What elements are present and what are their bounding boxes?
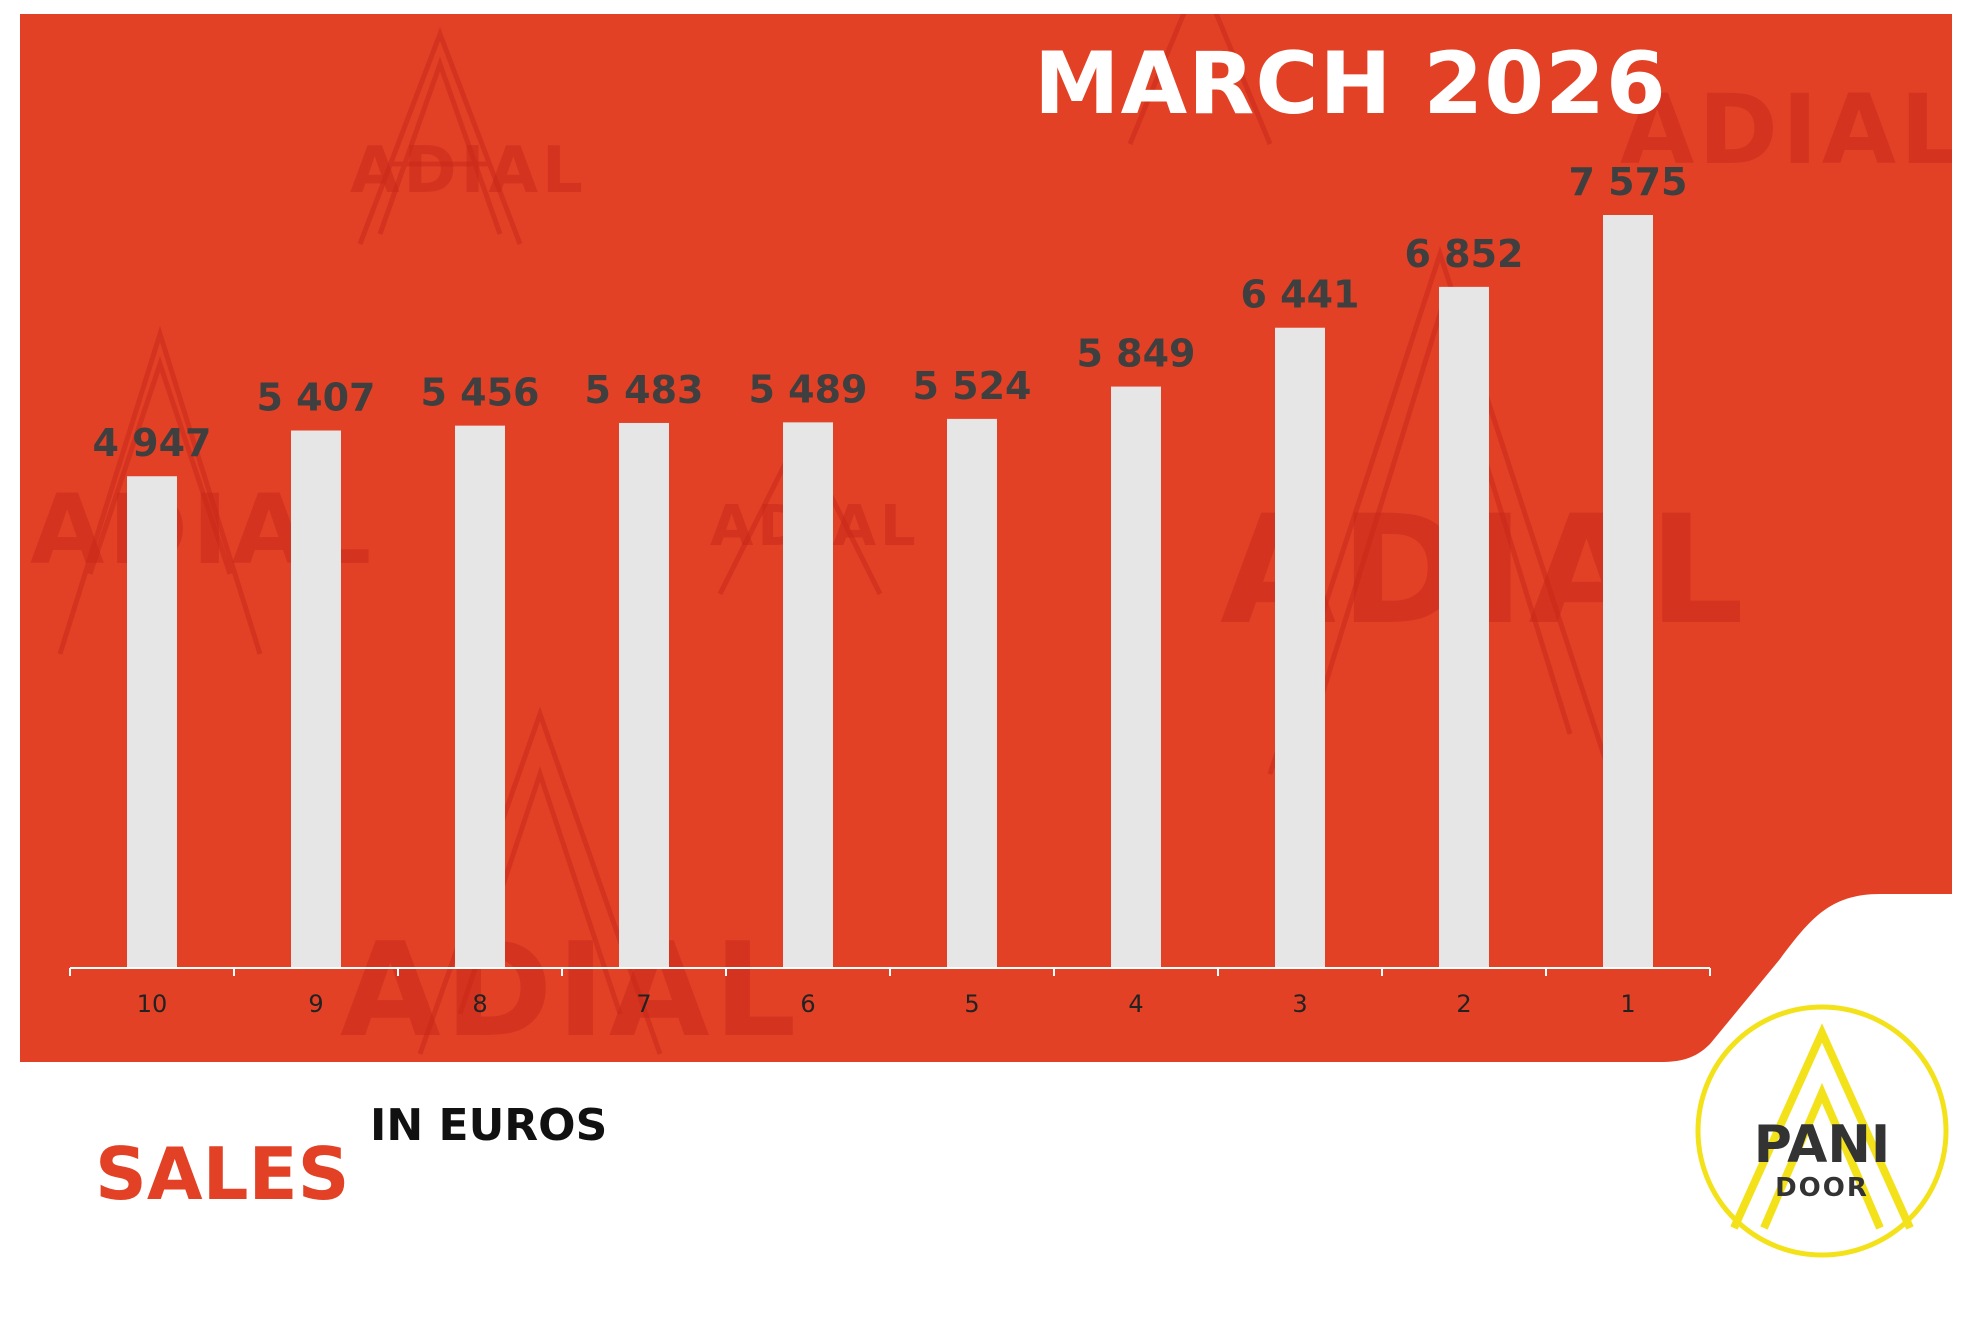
x-tick-label: 8 [472, 990, 487, 1018]
x-tick-label: 9 [308, 990, 323, 1018]
logo-word-door: DOOR [1775, 1173, 1869, 1203]
chart-title: MARCH 2026 [1034, 34, 1667, 134]
x-tick-labels-layer: 10 9 8 7 6 5 4 3 2 1 [137, 990, 1636, 1018]
x-tick-label: 1 [1620, 990, 1635, 1018]
x-tick-label: 3 [1292, 990, 1307, 1018]
x-tick-label: 4 [1128, 990, 1143, 1018]
metric-label: SALES [95, 1132, 350, 1216]
value-labels-layer: 4 947 5 407 5 456 5 483 5 489 5 524 5 849 6 441… [93, 160, 1688, 465]
bar-value-label: 5 456 [421, 371, 540, 415]
bar-value-label: 5 489 [749, 367, 868, 411]
bar [783, 422, 833, 968]
bar-value-label: 4 947 [93, 421, 212, 465]
company-logo: PANI DOOR [1694, 1003, 1950, 1259]
bar [1603, 215, 1653, 968]
bar [619, 422, 669, 968]
bar [947, 418, 997, 968]
unit-label: IN EUROS [370, 1100, 608, 1151]
logo-word-pani: PANI [1753, 1115, 1891, 1175]
bar [1275, 327, 1325, 969]
bar-value-label: 5 849 [1077, 332, 1196, 376]
bar [127, 476, 177, 968]
x-tick-label: 5 [964, 990, 979, 1018]
bar-value-label: 6 441 [1241, 273, 1360, 317]
bars-layer [127, 215, 1653, 969]
bar [291, 430, 341, 968]
bar [1111, 386, 1161, 968]
logo-ring-icon [1695, 1004, 1949, 1258]
watermark-a-shape [360, 34, 520, 244]
bar-value-label: 5 407 [257, 376, 376, 420]
x-tick-label: 10 [137, 990, 168, 1018]
x-axis-ticks [69, 968, 1711, 976]
x-tick-label: 7 [636, 990, 651, 1018]
x-tick-label: 6 [800, 990, 815, 1018]
watermark-a-shape [1130, 14, 1270, 144]
bar-value-label: 7 575 [1569, 160, 1688, 204]
watermark-text: ADIAL [340, 914, 801, 1066]
bar-value-label: 5 524 [913, 364, 1032, 408]
bar-value-label: 6 852 [1405, 232, 1524, 276]
x-tick-label: 2 [1456, 990, 1471, 1018]
bar-value-label: 5 483 [585, 368, 704, 412]
watermark-a-shape [60, 334, 260, 654]
watermark-text: ADIAL [1620, 74, 1966, 186]
bar [1439, 286, 1489, 968]
bar [455, 425, 505, 968]
